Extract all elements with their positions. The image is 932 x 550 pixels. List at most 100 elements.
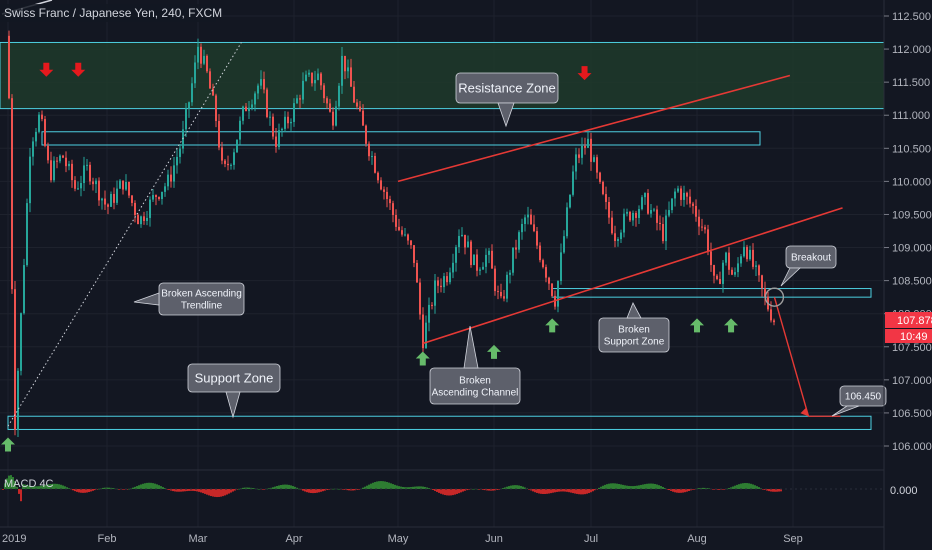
macd-bar	[462, 489, 464, 492]
macd-bar	[630, 486, 632, 489]
candle-body	[107, 204, 109, 207]
candle-body	[569, 194, 571, 208]
candle-body	[104, 198, 106, 205]
macd-bar	[288, 484, 290, 489]
macd-bar	[186, 489, 188, 492]
candle-body	[347, 67, 349, 72]
macd-bar	[490, 489, 492, 491]
candle-body	[563, 236, 565, 253]
time-tick-label: Feb	[98, 533, 117, 545]
macd-bar	[372, 482, 374, 489]
macd-bar	[258, 488, 260, 490]
candle-body	[359, 106, 361, 111]
candle-body	[527, 214, 529, 218]
candle-body	[737, 263, 739, 273]
candle-body	[281, 128, 283, 131]
candle-body	[467, 241, 469, 248]
time-axis[interactable]: 2019 Feb Mar Apr May Jun Jul Aug Sep	[2, 533, 803, 545]
macd-bar	[6, 478, 8, 489]
macd-bar	[14, 481, 16, 489]
candle-body	[158, 196, 160, 200]
candle-body	[374, 155, 376, 173]
symbol-title[interactable]: Swiss Franc / Japanese Yen, 240, FXCM	[4, 6, 222, 20]
price-candles[interactable]	[8, 30, 775, 438]
macd-bar	[32, 486, 34, 489]
macd-bar	[308, 489, 310, 493]
broken-channel-callout-pointer	[463, 325, 479, 369]
macd-bar	[272, 487, 274, 489]
macd-bar	[646, 483, 648, 489]
candle-body	[584, 145, 586, 148]
time-tick-label: May	[388, 533, 409, 545]
up-arrow-icon	[415, 351, 430, 366]
macd-bar	[250, 487, 252, 489]
candle-body	[581, 145, 583, 158]
macd-bar	[138, 485, 140, 489]
macd-bar	[168, 489, 170, 490]
macd-bar	[780, 489, 782, 492]
price-axis[interactable]: 112.500 112.000 111.500 111.000 110.500 110.0…	[884, 11, 932, 453]
candle-body	[20, 313, 22, 371]
candle-body	[611, 217, 613, 234]
candle-body	[155, 195, 157, 197]
macd-bar	[598, 487, 600, 489]
macd-bar	[680, 489, 682, 493]
macd-bar	[418, 486, 420, 489]
macd-bar	[142, 483, 144, 489]
macd-bar	[758, 487, 760, 489]
macd-bar	[222, 489, 224, 497]
macd-bar	[652, 483, 654, 489]
candle-body	[422, 314, 424, 349]
macd-bar	[156, 484, 158, 489]
candle-body	[44, 119, 46, 146]
macd-bar	[614, 483, 616, 489]
macd-bar	[394, 484, 396, 489]
macd-bar	[332, 488, 334, 490]
price-tick-label: 111.500	[892, 77, 930, 89]
macd-bar	[226, 489, 228, 495]
macd-bar	[636, 485, 638, 489]
candle-body	[47, 145, 49, 161]
macd-bar	[268, 488, 270, 489]
title-backdrop	[0, 4, 216, 22]
macd-bar	[560, 489, 562, 492]
macd-bar	[686, 489, 688, 492]
candle-body	[623, 213, 625, 233]
macd-bar	[516, 485, 518, 489]
candle-body	[146, 217, 148, 221]
candle-body	[719, 278, 721, 284]
macd-bar	[650, 483, 652, 489]
candle-body	[665, 215, 667, 242]
macd-bar	[408, 487, 410, 489]
candle-body	[503, 296, 505, 299]
candle-body	[56, 160, 58, 162]
macd-bar	[66, 487, 68, 489]
candle-body	[662, 223, 664, 242]
candle-body	[239, 120, 241, 140]
candle-body	[41, 114, 43, 120]
macd-bar	[170, 489, 172, 491]
candle-body	[566, 207, 568, 237]
signal-arrows	[1, 62, 739, 452]
macd-bar	[440, 489, 442, 494]
zones	[0, 41, 885, 430]
candle-body	[320, 73, 322, 86]
time-tick-label: Apr	[285, 533, 302, 545]
macd-bar	[660, 486, 662, 489]
candle-body	[185, 108, 187, 130]
macd-bar	[146, 482, 148, 489]
macd-bar	[450, 489, 452, 496]
macd-bar	[722, 489, 724, 490]
macd-bar	[128, 488, 130, 490]
candle-body	[482, 266, 484, 270]
macd-label[interactable]: MACD 4C	[4, 478, 54, 490]
candle-body	[413, 245, 415, 263]
macd-bar	[574, 489, 576, 494]
macd-bar	[316, 489, 318, 493]
candle-body	[188, 102, 190, 109]
macd-bar	[568, 489, 570, 493]
candle-body	[764, 288, 766, 297]
macd-bar	[672, 489, 674, 492]
up-arrow-icon	[487, 344, 501, 359]
